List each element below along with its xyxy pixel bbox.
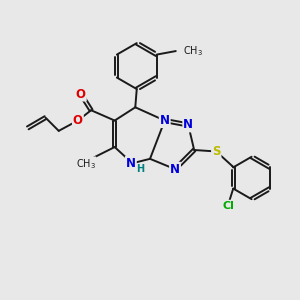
Text: CH$_3$: CH$_3$ [183, 44, 203, 58]
Text: S: S [212, 145, 220, 158]
Text: CH$_3$: CH$_3$ [76, 157, 96, 171]
Text: N: N [183, 118, 193, 131]
Text: Cl: Cl [223, 201, 235, 211]
Text: O: O [76, 88, 86, 100]
Text: N: N [170, 163, 180, 176]
Text: H: H [136, 164, 144, 173]
Text: O: O [73, 114, 83, 127]
Text: N: N [126, 157, 136, 170]
Text: N: N [160, 114, 170, 127]
